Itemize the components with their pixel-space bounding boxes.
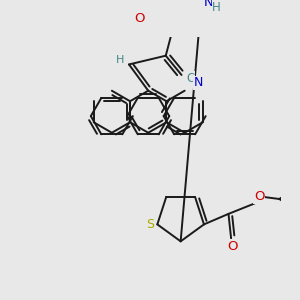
Text: O: O	[254, 190, 264, 203]
Text: H: H	[116, 55, 124, 65]
Text: C: C	[186, 72, 194, 85]
Text: N: N	[203, 0, 213, 9]
Text: H: H	[212, 1, 221, 14]
Text: O: O	[134, 12, 145, 26]
Text: N: N	[194, 76, 203, 89]
Text: S: S	[146, 218, 154, 231]
Text: O: O	[228, 240, 238, 253]
